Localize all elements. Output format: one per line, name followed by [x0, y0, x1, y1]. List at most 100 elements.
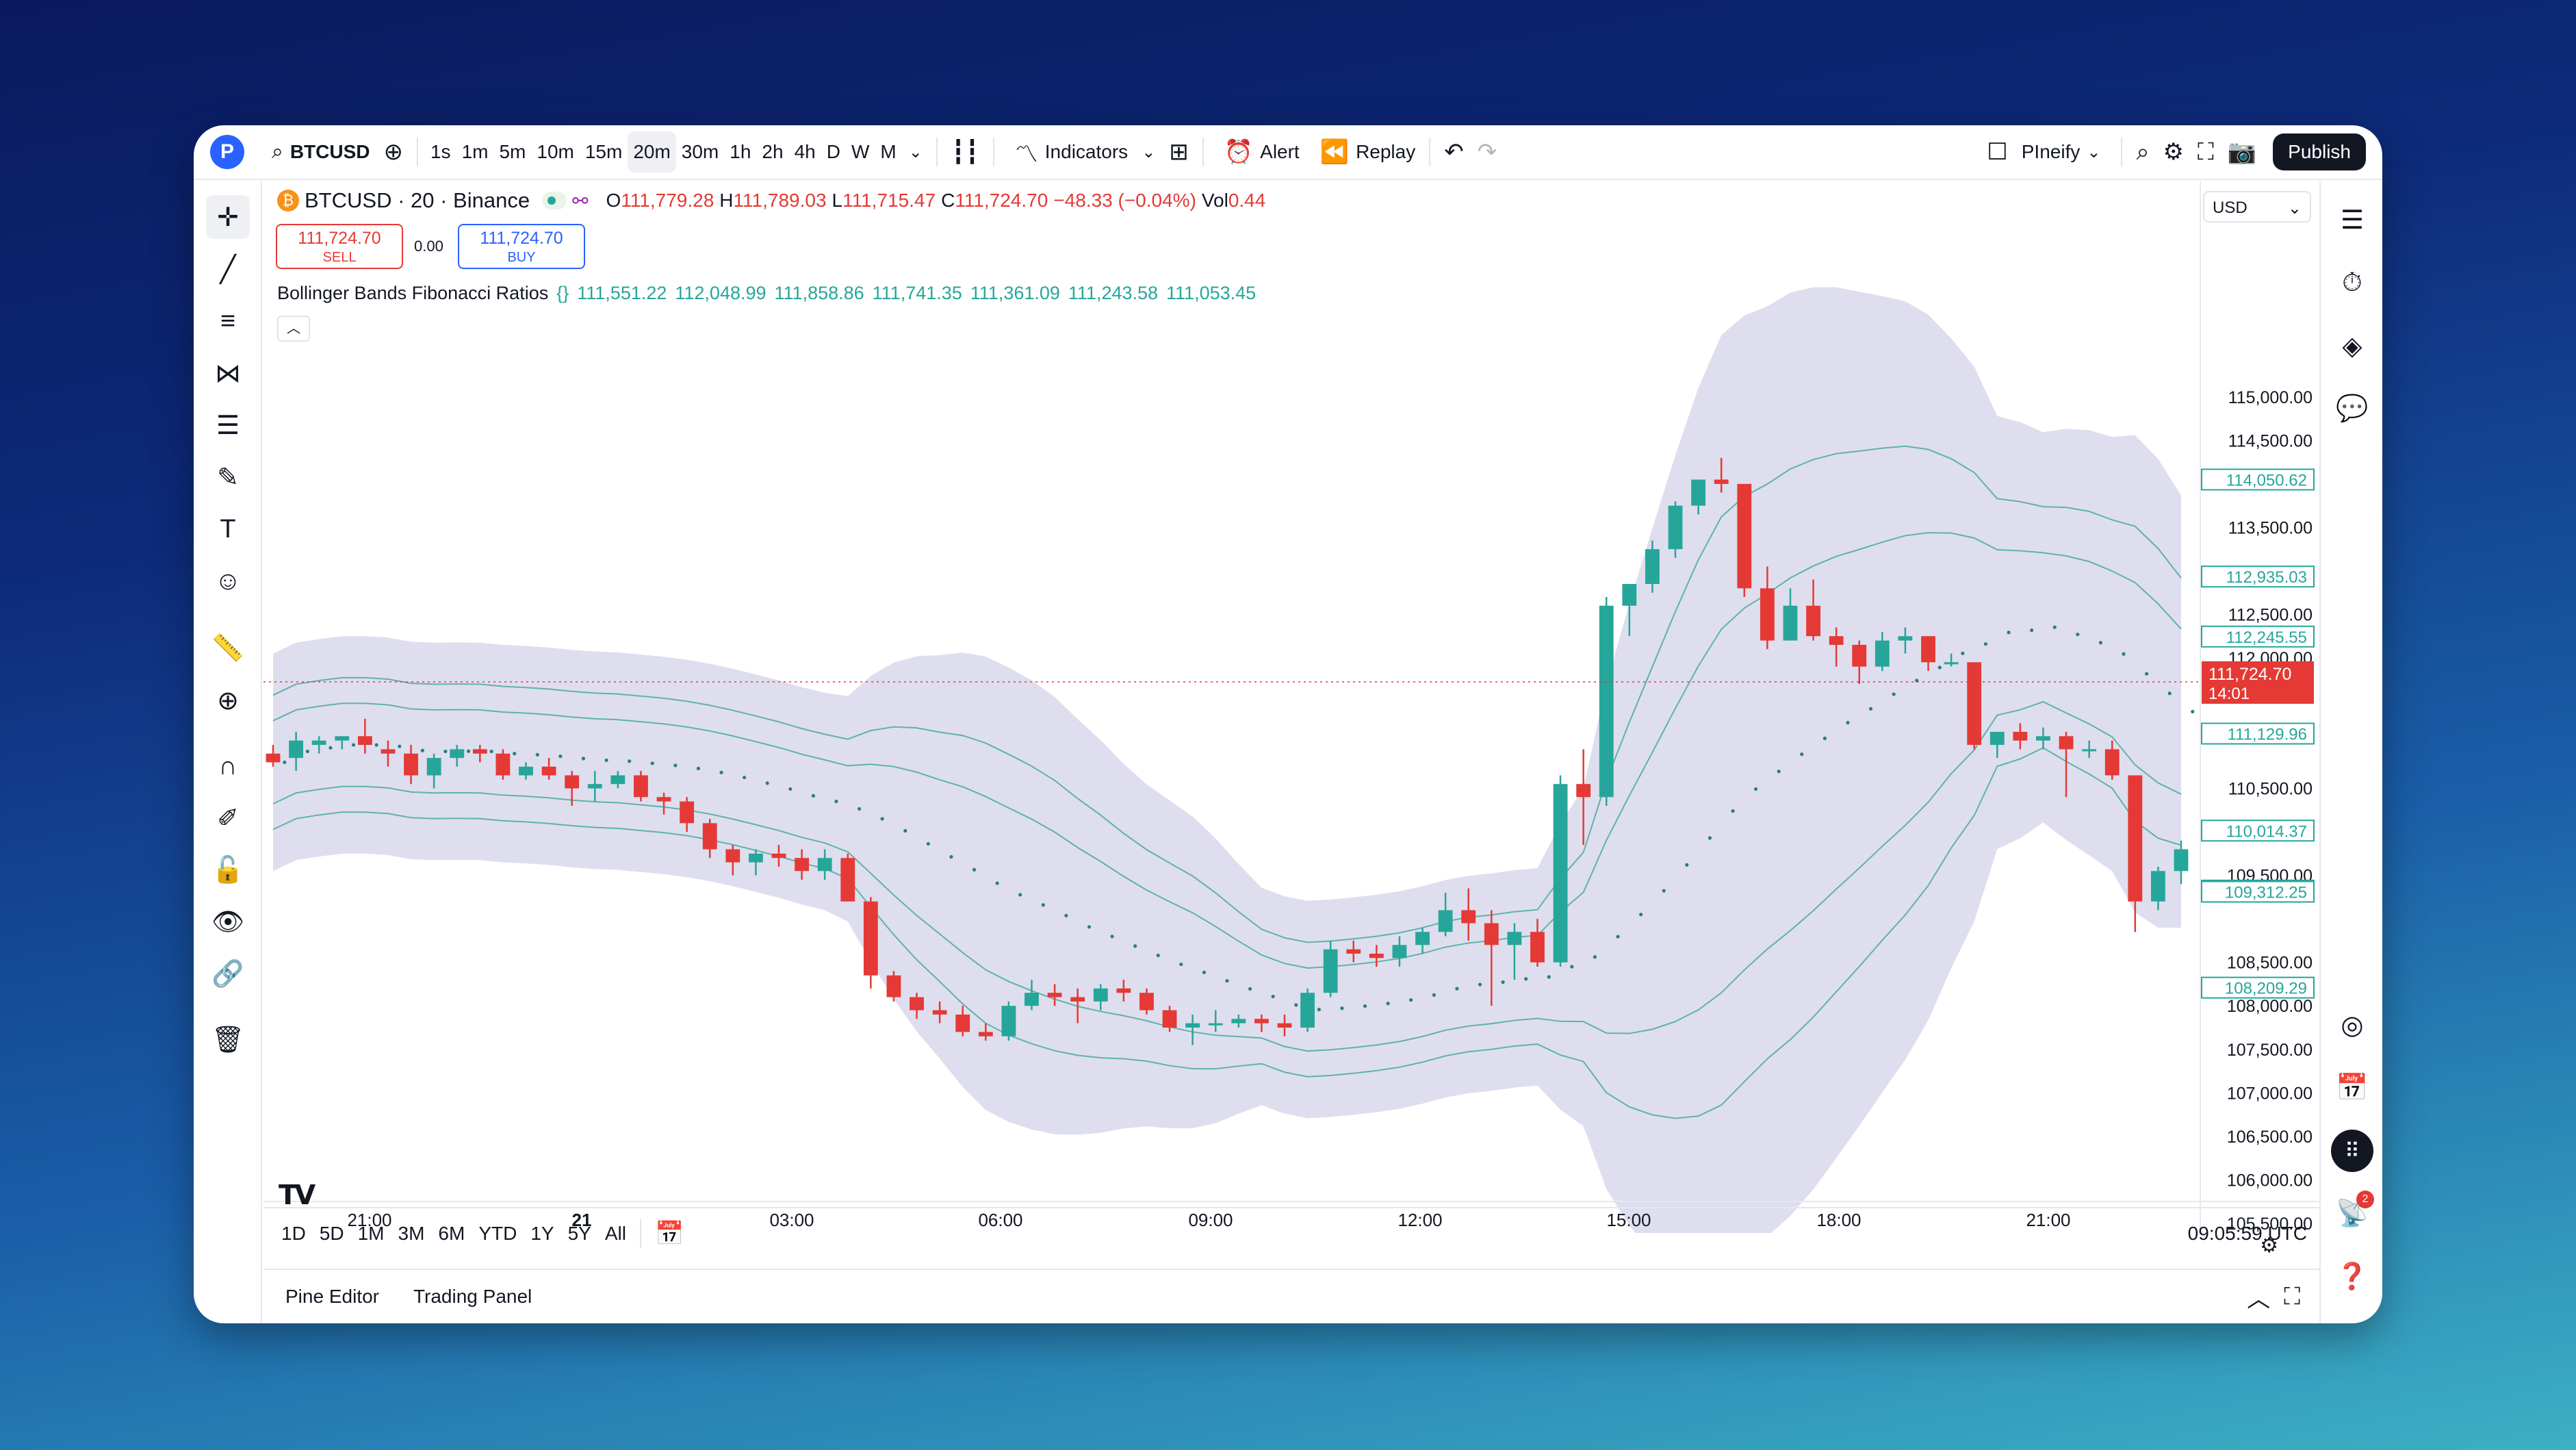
basis-dot	[604, 758, 608, 763]
basis-dot	[2098, 641, 2103, 645]
interval-10m[interactable]: 10m	[537, 141, 574, 162]
fib-icon[interactable]: ☰	[216, 411, 240, 440]
alert-button[interactable]: ⏰ Alert	[1211, 131, 1306, 173]
lock-icon[interactable]: 🔓	[211, 856, 244, 885]
interval-W[interactable]: W	[851, 141, 870, 162]
text-icon[interactable]: T	[220, 514, 236, 544]
watchlist-icon[interactable]: ☰	[2340, 205, 2365, 235]
fullscreen-icon[interactable]: ⛶	[2198, 138, 2214, 165]
basis-dot	[1868, 707, 1873, 711]
calendar-icon[interactable]: 📅	[2336, 1073, 2369, 1102]
range-1d[interactable]: 1D	[281, 1223, 306, 1244]
layout-grid-icon[interactable]: ⊞	[1169, 139, 1189, 165]
source-code-icon[interactable]: {}	[556, 283, 569, 303]
interval-D[interactable]: D	[826, 141, 840, 162]
basis-dot	[374, 743, 378, 747]
publish-button[interactable]: Publish	[2273, 133, 2366, 170]
symbol-title[interactable]: BTCUSD · 20 · Binance	[305, 188, 530, 212]
range-1m[interactable]: 1M	[357, 1223, 385, 1244]
chevron-down-icon[interactable]: ⌄	[1142, 142, 1156, 162]
magnet-icon[interactable]: ∩	[218, 751, 237, 780]
chart-canvas[interactable]: 115,000.00 114,500.00 113,500.00 112,500.00…	[263, 181, 2319, 1233]
add-symbol-icon[interactable]: ⊕	[383, 139, 403, 165]
basis-dot	[2145, 672, 2149, 676]
interval-M[interactable]: M	[880, 141, 897, 162]
trading-panel-tab[interactable]: Trading Panel	[413, 1286, 532, 1307]
candle-body	[1599, 605, 1614, 798]
candle-body	[495, 753, 511, 776]
range-3m[interactable]: 3M	[398, 1223, 425, 1244]
basis-dot	[995, 881, 999, 885]
indicator-name[interactable]: Bollinger Bands Fibonacci Ratios	[277, 283, 549, 303]
tradingview-logo[interactable]: 𝗧𝗩	[279, 1180, 315, 1210]
help-icon[interactable]: ❓	[2336, 1262, 2369, 1291]
trash-icon[interactable]: 🗑	[211, 1026, 245, 1054]
interval-1h[interactable]: 1h	[730, 141, 751, 162]
band-price-tag	[2201, 819, 2315, 842]
interval-30m[interactable]: 30m	[681, 141, 719, 162]
candle-type-icon[interactable]: ┇┇	[951, 139, 979, 165]
chevron-up-icon[interactable]: ︿	[2247, 1286, 2271, 1312]
trend-line-icon[interactable]: ╱	[220, 255, 236, 284]
currency-select[interactable]: USD ⌄	[2203, 191, 2311, 222]
layout-square-icon[interactable]: ☐	[1987, 139, 2008, 165]
apps-grid-icon[interactable]: ⠿	[2330, 1129, 2374, 1173]
candle-body	[1530, 932, 1545, 963]
basis-dot	[650, 761, 654, 765]
ruler-icon[interactable]: 📏	[211, 634, 244, 663]
target-icon[interactable]: ◎	[2341, 1010, 2364, 1040]
interval-1m[interactable]: 1m	[461, 141, 489, 162]
undo-icon[interactable]: ↶	[1444, 139, 1464, 165]
range-5y[interactable]: 5Y	[567, 1223, 591, 1244]
pattern-icon[interactable]: ⋈	[215, 359, 241, 388]
emoji-icon[interactable]: ☺	[214, 566, 242, 596]
quick-search-icon[interactable]: ⌕	[2136, 138, 2150, 165]
interval-4h[interactable]: 4h	[794, 141, 816, 162]
app-logo[interactable]: P	[210, 135, 244, 169]
lock-draw-icon[interactable]: ✐	[217, 804, 239, 833]
alerts-clock-icon[interactable]: ⏱	[2342, 268, 2362, 297]
settings-icon[interactable]: ⚙	[2163, 139, 2184, 165]
camera-icon[interactable]: 📷	[2227, 139, 2257, 165]
close-label: C	[941, 190, 955, 211]
range-5d[interactable]: 5D	[319, 1223, 344, 1244]
range-1y[interactable]: 1Y	[530, 1223, 554, 1244]
buy-button[interactable]: 111,724.70 BUY	[458, 224, 585, 269]
range-ytd[interactable]: YTD	[478, 1223, 517, 1244]
layout-name-button[interactable]: PIneify ⌄	[2015, 131, 2115, 173]
interval-15m[interactable]: 15m	[584, 141, 623, 162]
feed-icon[interactable]: 📡 2	[2330, 1191, 2374, 1236]
maximize-icon[interactable]: ⛶	[2284, 1283, 2300, 1310]
chart-pane[interactable]: 115,000.00 114,500.00 113,500.00 112,500.00…	[263, 181, 2319, 1257]
candle-body	[1070, 997, 1085, 1002]
zoom-in-icon[interactable]: ⊕	[217, 686, 239, 715]
link-icon[interactable]: 🔗	[211, 960, 244, 989]
indicators-button[interactable]: 〽 Indicators	[1001, 131, 1135, 173]
brush-icon[interactable]: ✎	[217, 463, 239, 492]
horizontal-lines-icon[interactable]: ≡	[220, 306, 236, 335]
interval-1s[interactable]: 1s	[430, 141, 451, 162]
share-icon[interactable]: ⚯	[572, 190, 589, 212]
redo-icon[interactable]: ↷	[1477, 139, 1497, 165]
interval-5m[interactable]: 5m	[499, 141, 526, 162]
axis-settings-icon[interactable]: ⚙	[2260, 1234, 2278, 1257]
goto-date-icon[interactable]: 📅	[654, 1221, 684, 1247]
interval-2h[interactable]: 2h	[762, 141, 784, 162]
symbol-search[interactable]: ⌕ BTCUSD	[258, 131, 376, 173]
collapse-legend-button[interactable]: ︿	[277, 316, 310, 342]
sell-button[interactable]: 111,724.70 SELL	[276, 224, 403, 269]
range-6m[interactable]: 6M	[438, 1223, 465, 1244]
candle-body	[1116, 988, 1131, 993]
eye-icon[interactable]: 👁	[211, 908, 245, 937]
basis-dot	[1386, 1002, 1390, 1006]
clock[interactable]: 09:05:59 UTC	[2187, 1223, 2307, 1244]
crosshair-icon[interactable]: ✛	[206, 195, 250, 239]
basis-dot	[1041, 903, 1045, 907]
replay-button[interactable]: ⏪ Replay	[1306, 131, 1423, 173]
range-all[interactable]: All	[604, 1223, 626, 1244]
layers-icon[interactable]: ◈	[2342, 331, 2362, 361]
interval-20m[interactable]: 20m	[628, 131, 676, 173]
chevron-down-icon[interactable]: ⌄	[908, 142, 923, 162]
chat-icon[interactable]: 💬	[2336, 394, 2369, 423]
pine-editor-tab[interactable]: Pine Editor	[285, 1286, 379, 1307]
